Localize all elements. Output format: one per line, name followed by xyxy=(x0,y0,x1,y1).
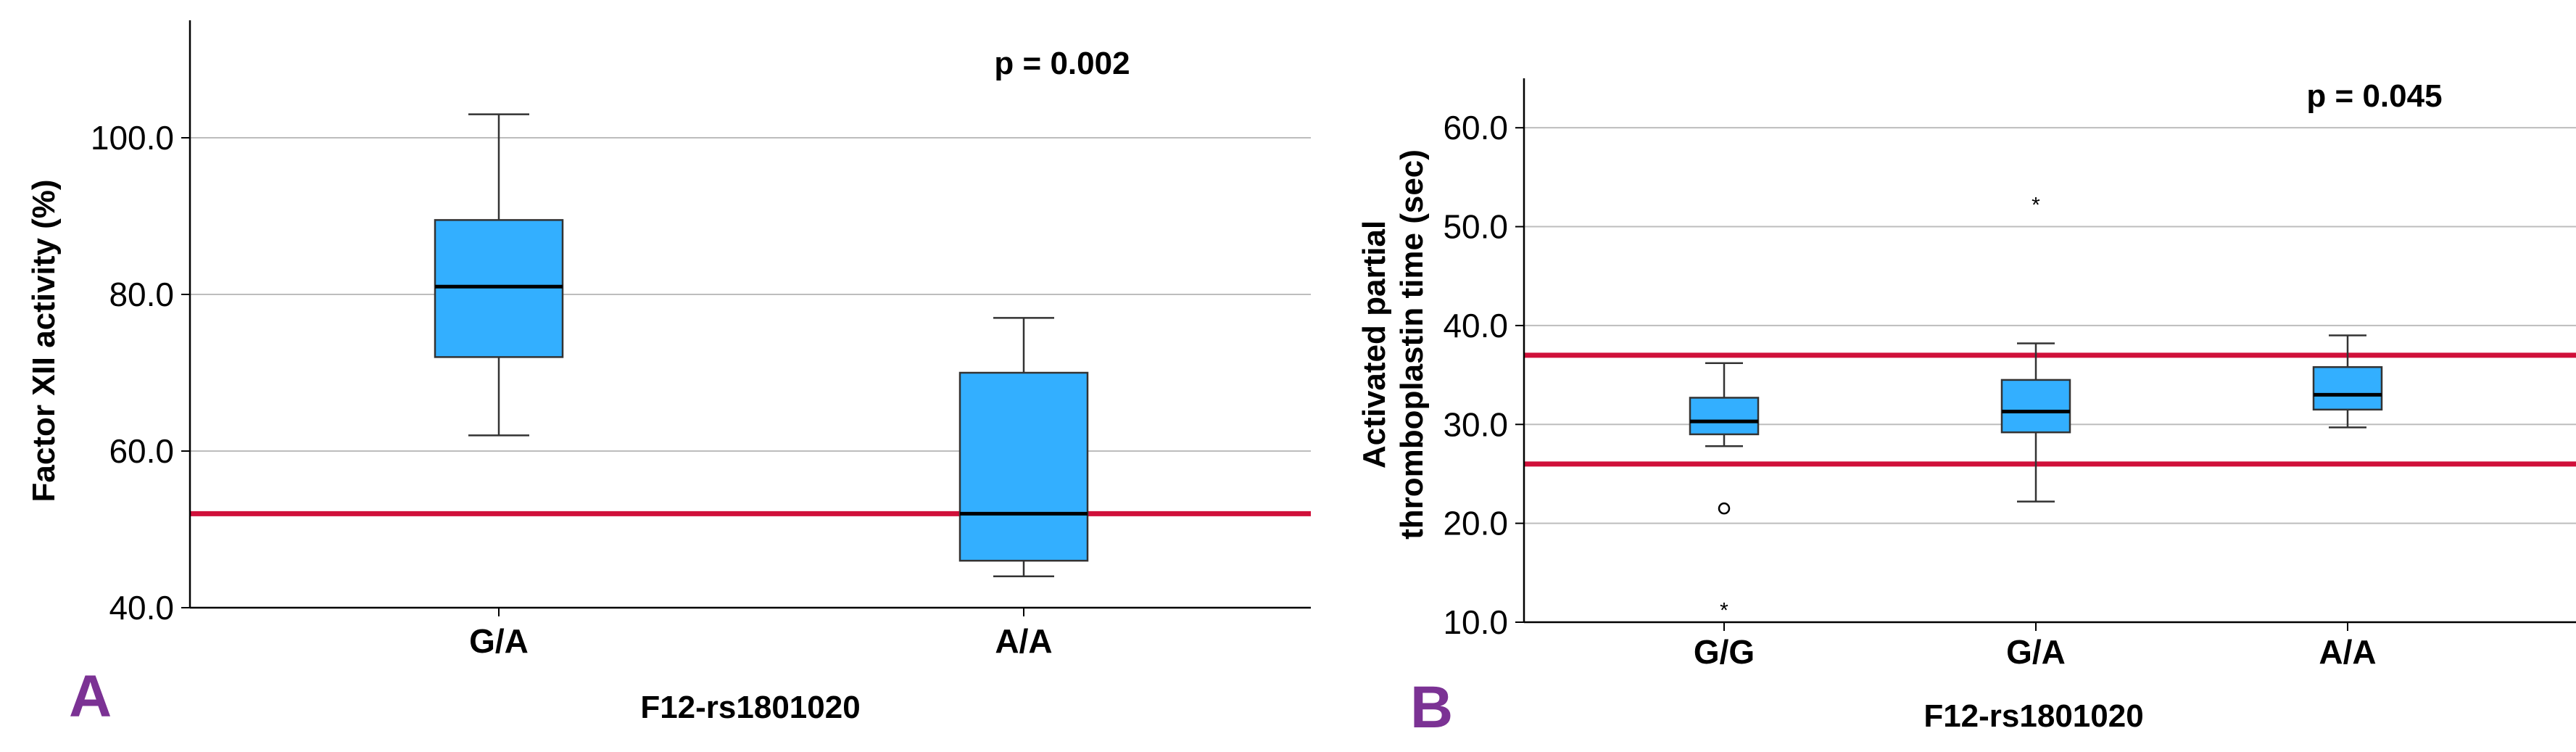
panel-a-category-label: A/A xyxy=(995,622,1052,660)
panel-a-gridlines xyxy=(190,137,1311,452)
panel-b-x-axis-label: F12-rs1801020 xyxy=(1923,698,2143,734)
panel-b-reference-lines xyxy=(1524,352,2576,467)
panel-b-y-tick-label: 60.0 xyxy=(1443,109,1508,146)
outlier-point xyxy=(1718,502,1731,515)
panel-a-box-1 xyxy=(434,113,564,437)
panel-b-p-value: p = 0.045 xyxy=(2306,78,2442,114)
panel-a-y-tick-label: 40.0 xyxy=(109,589,174,627)
panel-a-y-axis-label: Factor XII activity (%) xyxy=(26,179,62,502)
iqr-box xyxy=(2312,365,2383,411)
extreme-point: * xyxy=(2032,193,2040,217)
panel-b-box-1: * xyxy=(1689,362,1760,623)
panel-b-box-2: * xyxy=(2000,193,2071,503)
panel-b-boxes: ** xyxy=(1689,193,2383,623)
panel-b-category-label: G/G xyxy=(1694,633,1755,671)
panel-b-y-tick-label: 50.0 xyxy=(1443,208,1508,246)
panel-b-y-axis-label-line-2: thromboplastin time (sec) xyxy=(1394,149,1430,540)
panel-b-label: B xyxy=(1410,674,1453,740)
panel-b-y-tick-label: 40.0 xyxy=(1443,307,1508,344)
panel-a-axes xyxy=(189,20,1311,609)
panel-a-category-label: G/A xyxy=(469,622,529,660)
panel-a-y-tick-label: 60.0 xyxy=(109,432,174,470)
iqr-box xyxy=(2000,379,2071,434)
panel-b-y-tick-label: 30.0 xyxy=(1443,405,1508,443)
panel-a-label: A xyxy=(69,664,112,730)
panel-a-y-tick-label: 80.0 xyxy=(109,276,174,313)
panel-a-box-2 xyxy=(958,317,1089,578)
iqr-box xyxy=(1689,397,1760,436)
panel-b-box-3 xyxy=(2312,334,2383,429)
panel-b-category-label: G/A xyxy=(2006,633,2066,671)
panel-a-p-value: p = 0.002 xyxy=(994,46,1130,81)
panel-a-y-tick-label: 100.0 xyxy=(91,119,174,157)
panel-b-y-axis-label-line-1: Activated partial xyxy=(1357,220,1392,468)
panel-b-y-tick-label: 10.0 xyxy=(1443,603,1508,641)
panel-a-x-axis-label: F12-rs1801020 xyxy=(640,690,860,725)
extreme-point: * xyxy=(1720,599,1728,623)
panel-a: 40.0 60.0 80.0 100.0 G/A A/A Factor XII acti… xyxy=(26,20,1311,730)
panel-a-boxes xyxy=(434,113,1089,578)
panel-b: ** 10.020.030.040.050.060.0 G/G G/A A/A Ac… xyxy=(1357,78,2576,740)
panel-a-y-ticks: 40.0 60.0 80.0 100.0 xyxy=(91,119,190,627)
panel-a-x-ticks: G/A A/A xyxy=(469,608,1053,660)
panel-b-category-label: A/A xyxy=(2319,633,2376,671)
panel-b-y-tick-label: 20.0 xyxy=(1443,505,1508,542)
iqr-box xyxy=(434,219,564,358)
iqr-box xyxy=(958,371,1089,562)
panel-b-axes xyxy=(1523,78,2576,624)
panel-b-x-ticks: G/G G/A A/A xyxy=(1694,622,2377,671)
panel-b-y-ticks: 10.0 20.0 30.0 40.0 50.0 60.0 xyxy=(1443,109,1524,641)
